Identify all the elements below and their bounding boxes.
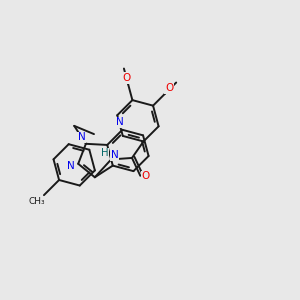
Text: N: N — [78, 132, 86, 142]
Text: CH₃: CH₃ — [29, 197, 46, 206]
Text: O: O — [142, 171, 150, 182]
Text: N: N — [116, 117, 124, 127]
Text: H: H — [101, 148, 108, 158]
Text: N: N — [67, 161, 75, 171]
Text: O: O — [122, 73, 130, 83]
Text: O: O — [165, 83, 173, 93]
Text: N: N — [111, 150, 118, 160]
